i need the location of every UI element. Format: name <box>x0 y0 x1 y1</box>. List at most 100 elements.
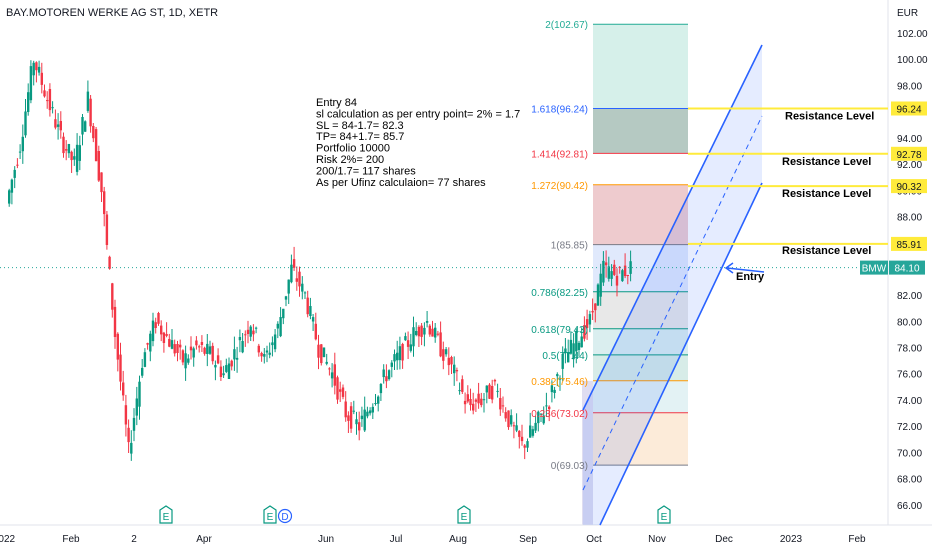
candle-body <box>431 328 434 337</box>
parallel-channel <box>582 44 763 526</box>
candle-body <box>254 327 258 329</box>
candle-body <box>252 330 255 335</box>
candle-body <box>287 279 290 294</box>
entry-label: Entry <box>736 271 765 283</box>
candle-body <box>311 317 315 322</box>
candle-body <box>257 345 260 353</box>
trade-note-line: As per Ufinz calculaion= 77 shares <box>316 177 486 189</box>
candle-body <box>94 129 98 162</box>
price-tick-label: 88.00 <box>897 213 922 224</box>
candle-body <box>306 297 309 315</box>
candle-body <box>558 378 562 380</box>
fib-zone <box>593 24 688 109</box>
fib-zone <box>593 184 688 245</box>
candle-body <box>450 357 453 365</box>
candle-body <box>623 265 627 277</box>
trade-note-line: 200/1.7= 117 shares <box>316 165 416 177</box>
candle-body <box>453 364 456 374</box>
candle-body <box>37 66 41 73</box>
earnings-marker[interactable]: E <box>657 505 671 524</box>
candle-body <box>100 172 103 193</box>
earnings-marker[interactable]: E <box>263 505 277 524</box>
candle-body <box>607 266 610 279</box>
candle-body <box>284 296 288 300</box>
channel-fill <box>583 45 762 525</box>
candle-body <box>151 320 155 342</box>
candle-body <box>103 191 106 215</box>
fib-level-label: 1.272(90.42) <box>531 181 588 192</box>
candle-body <box>146 343 149 345</box>
candle-body <box>46 100 49 102</box>
candle-body <box>575 331 578 352</box>
candle-body <box>303 292 307 294</box>
candle-body <box>564 348 567 354</box>
candle-body <box>179 344 182 348</box>
candle-body <box>141 367 144 376</box>
candle-body <box>195 340 198 346</box>
candle-body <box>70 151 73 161</box>
earnings-marker[interactable]: E <box>159 505 173 524</box>
candle-body <box>618 266 621 268</box>
candle-body <box>556 374 559 377</box>
time-tick-label: Nov <box>648 534 666 545</box>
time-tick-label: Aug <box>449 534 467 545</box>
time-tick-label: Sep <box>519 534 537 545</box>
candle-body <box>626 275 629 276</box>
price-tick-label: 78.00 <box>897 344 922 355</box>
candle-body <box>463 400 467 405</box>
candle-body <box>214 365 217 368</box>
candle-body <box>466 394 469 402</box>
resistance-label: Resistance Level <box>782 188 871 200</box>
candle-body <box>588 314 592 325</box>
candle-body <box>504 412 507 419</box>
earnings-marker[interactable]: E <box>457 505 471 524</box>
candle-body <box>545 405 548 407</box>
candle-body <box>176 344 179 353</box>
candle-body <box>366 411 369 417</box>
resistance-price-value: 85.91 <box>896 240 921 251</box>
fib-level-label: 1(85.85) <box>551 241 588 252</box>
candle-body <box>81 117 84 135</box>
candle-body <box>491 386 494 400</box>
candle-body <box>24 111 27 136</box>
candle-body <box>501 405 505 407</box>
candle-body <box>572 343 575 360</box>
candle-body <box>529 425 532 438</box>
time-tick-label: Dec <box>715 534 733 545</box>
price-tick-label: 94.00 <box>897 134 922 145</box>
candle-body <box>309 306 312 316</box>
candle-body <box>233 349 236 360</box>
price-tag-bg <box>889 260 925 275</box>
candle-body <box>387 370 391 380</box>
price-tick-label: 80.00 <box>897 317 922 328</box>
candle-body <box>417 326 421 337</box>
candle-body <box>493 380 497 382</box>
candle-body <box>75 144 79 172</box>
candle-body <box>260 353 263 357</box>
candle-body <box>59 121 62 131</box>
candle-body <box>105 214 109 245</box>
candle-body <box>526 441 529 448</box>
candle-body <box>455 370 459 372</box>
candle-body <box>382 369 385 378</box>
candle-body <box>127 427 130 443</box>
candle-body <box>499 398 502 410</box>
svg-text:E: E <box>267 512 274 523</box>
svg-text:D: D <box>281 512 288 523</box>
candle-body <box>472 403 475 411</box>
candle-body <box>401 344 404 361</box>
candle-body <box>27 92 30 112</box>
candle-body <box>244 334 247 336</box>
candle-body <box>596 284 600 306</box>
candle-body <box>333 364 336 386</box>
candle-body <box>301 283 304 292</box>
candle-body <box>444 349 448 355</box>
candle-body <box>442 349 445 361</box>
candle-body <box>235 357 239 360</box>
candle-body <box>512 425 516 427</box>
candle-body <box>113 306 117 337</box>
dividend-marker[interactable]: D <box>277 508 293 524</box>
candle-body <box>65 149 68 151</box>
candle-body <box>585 319 589 328</box>
